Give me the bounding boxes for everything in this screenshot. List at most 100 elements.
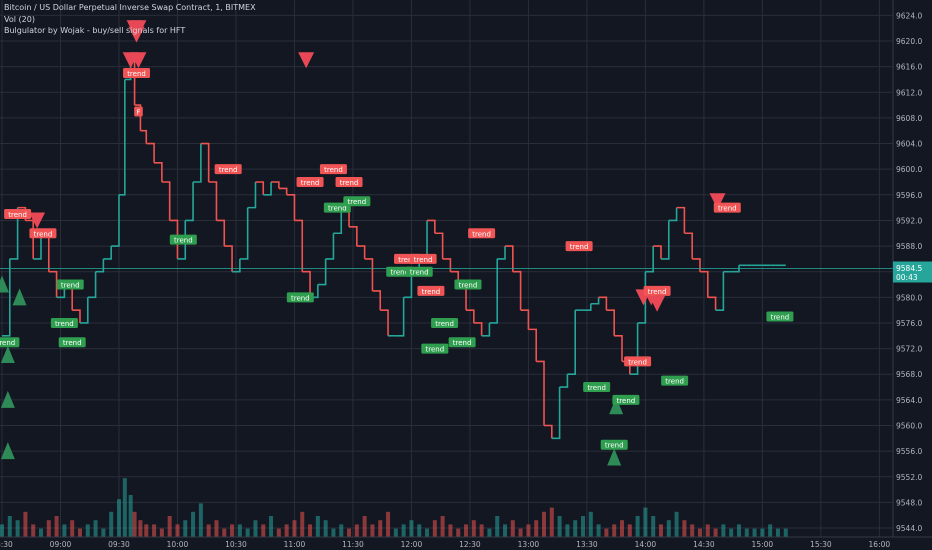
trend-label-text: trend: [422, 288, 441, 296]
trend-label-box: [448, 337, 476, 348]
volume-bar: [23, 511, 28, 537]
price-segment: [247, 181, 257, 209]
volume-bar: [557, 516, 562, 537]
volume-bar: [674, 511, 679, 537]
time-tick-label: 12:00: [401, 540, 423, 549]
trend-label: trend: [214, 164, 242, 175]
price-axis[interactable]: 9624.0 9620.0 9616.0 9612.0 9608.0 9604.0 9600…: [892, 0, 932, 550]
trend-label-box: [343, 196, 371, 207]
price-segment: [325, 233, 335, 260]
price-tick-label: 9616.0: [896, 63, 922, 72]
price-segment: [111, 194, 120, 247]
volume-bar: [697, 528, 702, 537]
price-segment: [583, 303, 592, 311]
time-axis[interactable]: 08:30 09:00 09:30 10:00 10:30 11:00 11:30 12:00…: [0, 536, 932, 550]
volume-bar: [308, 524, 313, 537]
trend-label: trend: [661, 375, 689, 386]
price-tick-label: 9624.0: [896, 11, 922, 20]
trend-label: trend: [335, 176, 363, 187]
trend-label-box: [214, 164, 242, 175]
volume-bar: [635, 516, 640, 537]
time-tick-label: 12:30: [459, 540, 481, 549]
volume-bar: [362, 516, 367, 537]
volume-bar: [38, 528, 43, 537]
price-tick-label: 9592.0: [896, 216, 922, 225]
trend-label-box: [4, 209, 32, 220]
volume-bar: [62, 524, 67, 537]
trend-label: trend: [0, 337, 20, 348]
price-segment: [87, 271, 97, 299]
trend-label: trend: [417, 285, 445, 296]
volume-bar: [175, 524, 180, 537]
price-segment: [193, 143, 202, 183]
price-segment: [629, 322, 639, 376]
trend-label-text: trend: [340, 179, 359, 187]
trend-label-box: [421, 343, 449, 354]
volume-bar: [549, 507, 554, 537]
sell-signal-marker: [128, 26, 145, 43]
volume-bar: [85, 524, 90, 537]
symbol-title[interactable]: Bitcoin / US Dollar Perpetual Inverse Sw…: [4, 3, 256, 12]
price-segment: [317, 258, 327, 286]
price-segment: [278, 187, 288, 195]
volume-bar: [588, 511, 593, 537]
trend-label-box: [286, 292, 314, 303]
trend-label: trend: [643, 285, 671, 296]
price-segment: [161, 181, 171, 221]
volume-bar: [596, 524, 601, 537]
trend-label-text: trend: [605, 442, 624, 450]
volume-bar: [503, 524, 508, 537]
price-segment: [707, 296, 717, 311]
trend-label: trend: [409, 253, 437, 264]
price-segment: [606, 309, 615, 336]
volume-bar: [347, 528, 352, 537]
price-segment: [403, 271, 413, 299]
price-tick-label: 9552.0: [896, 473, 922, 482]
volume-bar: [198, 503, 203, 537]
trend-label-text: trend: [34, 230, 53, 238]
volume-bar: [46, 520, 51, 537]
price-segment: [255, 181, 265, 195]
volume-bar: [331, 528, 336, 537]
volume-bar: [409, 520, 414, 537]
sell-signal-marker: [649, 295, 666, 312]
price-segment: [481, 322, 491, 337]
trend-label-text: trend: [453, 339, 472, 347]
volume-indicator-title[interactable]: Vol (20): [4, 14, 35, 24]
trend-label-box: [417, 285, 445, 296]
price-segment: [544, 424, 553, 439]
price-segment: [380, 309, 389, 336]
price-segment: [208, 181, 218, 221]
time-tick-label: 11:00: [284, 540, 306, 549]
price-tick-label: 9580.0: [896, 293, 922, 302]
volume-bar: [0, 524, 4, 537]
volume-bar: [448, 524, 453, 537]
price-tick-label: 9560.0: [896, 421, 922, 430]
volume-bar: [144, 524, 149, 537]
price-segment: [349, 226, 358, 247]
volume-bar: [315, 516, 320, 537]
price-tick-label: 9548.0: [896, 498, 922, 507]
price-segment: [590, 297, 600, 305]
price-segment: [356, 245, 366, 259]
time-tick-label: 13:30: [576, 540, 598, 549]
trend-label-box: [0, 337, 20, 348]
volume-bar: [300, 511, 305, 537]
price-segment: [177, 220, 187, 260]
countdown-label: 00:43: [896, 273, 918, 282]
price-tick-label: 9600.0: [896, 165, 922, 174]
volume-bar: [518, 528, 523, 537]
price-segment: [528, 328, 538, 362]
price-segment: [715, 271, 725, 311]
volume-bar: [138, 520, 143, 537]
trend-label: trend: [624, 356, 652, 367]
trend-label-text: trend: [328, 205, 347, 213]
volume-bar: [245, 528, 250, 537]
price-segment: [520, 309, 530, 330]
volume-bar: [183, 520, 188, 537]
signal-indicator-title[interactable]: Bulgulator by Wojak - buy/sell signals f…: [4, 26, 186, 35]
volume-bar: [658, 524, 663, 537]
trend-label-text: trend: [55, 320, 74, 328]
